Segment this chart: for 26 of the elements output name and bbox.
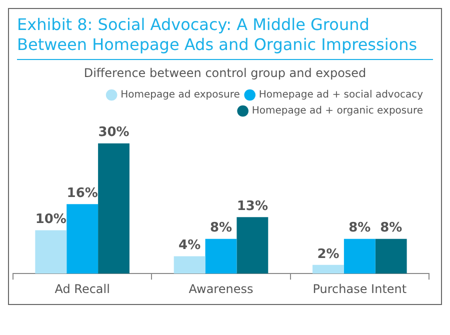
- data-label: 8%: [348, 220, 371, 236]
- data-label: 8%: [210, 220, 232, 236]
- bar: [375, 238, 407, 274]
- bar: [35, 230, 67, 274]
- chart-title: Exhibit 8: Social Advocacy: A Middle Ground Between Homepage Ads and Organic Impressions: [17, 15, 418, 56]
- x-tick-label: Ad Recall: [54, 282, 110, 296]
- bar: [236, 217, 268, 274]
- bar: [98, 143, 130, 274]
- data-label: 2%: [317, 246, 340, 262]
- data-label: 8%: [380, 220, 402, 236]
- bar: [312, 264, 344, 274]
- bar: [66, 204, 98, 274]
- legend-label: Homepage ad + organic exposure: [252, 106, 423, 117]
- data-label: 13%: [236, 199, 268, 214]
- bar: [174, 256, 206, 274]
- data-label: 30%: [98, 125, 130, 140]
- legend-label: Homepage ad exposure: [120, 90, 240, 101]
- data-label: 4%: [178, 238, 201, 254]
- bar: [205, 238, 237, 274]
- bar: [344, 238, 376, 274]
- data-label: 16%: [66, 186, 98, 202]
- x-tick-label: Awareness: [188, 282, 254, 296]
- x-tick-label: Purchase Intent: [312, 282, 407, 296]
- chart-subtitle: Difference between control group and exposed: [82, 66, 368, 80]
- data-label: 10%: [35, 212, 66, 228]
- legend-label: Homepage ad + social advocacy: [258, 90, 424, 101]
